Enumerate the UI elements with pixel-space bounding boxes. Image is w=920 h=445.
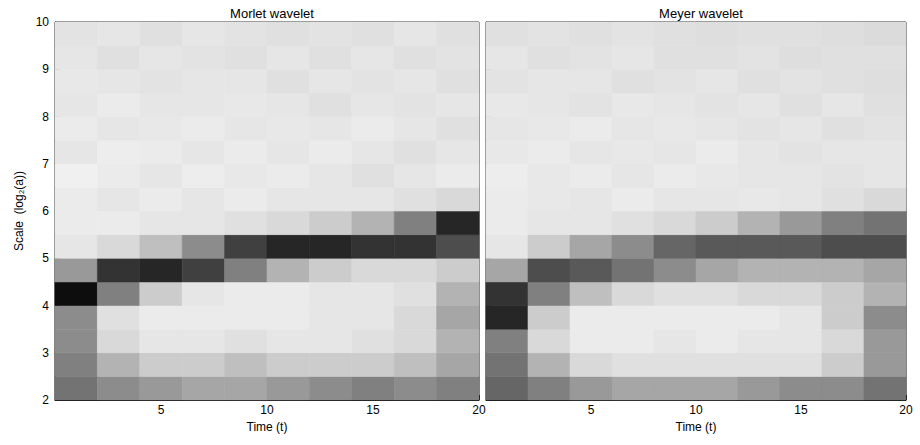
svg-text:10: 10 <box>689 403 703 417</box>
svg-text:5: 5 <box>42 251 49 265</box>
svg-text:10: 10 <box>260 403 274 417</box>
svg-text:5: 5 <box>588 403 595 417</box>
svg-text:Time (t): Time (t) <box>676 420 717 434</box>
svg-text:6: 6 <box>42 204 49 218</box>
svg-text:10: 10 <box>36 15 50 29</box>
svg-text:Meyer wavelet: Meyer wavelet <box>659 6 743 21</box>
svg-text:5: 5 <box>158 403 165 417</box>
svg-text:8: 8 <box>42 110 49 124</box>
svg-text:4: 4 <box>42 299 49 313</box>
svg-text:15: 15 <box>794 403 808 417</box>
svg-text:Time (t): Time (t) <box>247 420 288 434</box>
svg-text:20: 20 <box>472 403 486 417</box>
svg-text:15: 15 <box>366 403 380 417</box>
svg-text:9: 9 <box>42 62 49 76</box>
svg-text:3: 3 <box>42 346 49 360</box>
svg-text:7: 7 <box>42 157 49 171</box>
svg-text:Morlet wavelet: Morlet wavelet <box>230 6 314 21</box>
svg-text:2: 2 <box>42 393 49 407</box>
svg-text:Scale (log₂(a)): Scale (log₂(a)) <box>12 171 26 251</box>
svg-text:20: 20 <box>899 403 913 417</box>
